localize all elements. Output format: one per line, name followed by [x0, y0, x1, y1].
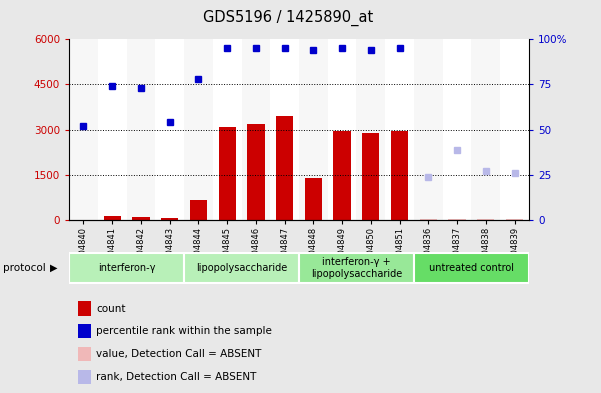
Bar: [103, 217, 121, 220]
Bar: [414, 253, 529, 283]
Bar: [362, 133, 379, 220]
Bar: [471, 39, 500, 220]
Bar: [190, 200, 207, 220]
Bar: [299, 253, 414, 283]
Bar: [305, 178, 322, 220]
Text: rank, Detection Call = ABSENT: rank, Detection Call = ABSENT: [96, 372, 257, 382]
Text: GDS5196 / 1425890_at: GDS5196 / 1425890_at: [203, 10, 374, 26]
Bar: [356, 39, 385, 220]
Text: ▶: ▶: [50, 263, 57, 273]
Text: interferon-γ +
lipopolysaccharide: interferon-γ + lipopolysaccharide: [311, 257, 402, 279]
Bar: [506, 219, 523, 220]
Bar: [391, 131, 408, 220]
Bar: [219, 127, 236, 220]
Text: protocol: protocol: [3, 263, 46, 273]
Text: untreated control: untreated control: [429, 263, 514, 273]
Bar: [132, 217, 150, 220]
Bar: [69, 39, 98, 220]
Bar: [334, 131, 351, 220]
Bar: [419, 219, 437, 220]
Bar: [127, 39, 155, 220]
Bar: [184, 39, 213, 220]
Bar: [247, 124, 264, 220]
Text: count: count: [96, 303, 126, 314]
Bar: [448, 219, 466, 220]
Bar: [414, 39, 443, 220]
Text: interferon-γ: interferon-γ: [98, 263, 155, 273]
Bar: [299, 39, 328, 220]
Bar: [161, 219, 178, 220]
Bar: [69, 253, 184, 283]
Bar: [184, 253, 299, 283]
Text: value, Detection Call = ABSENT: value, Detection Call = ABSENT: [96, 349, 261, 359]
Bar: [242, 39, 270, 220]
Text: lipopolysaccharide: lipopolysaccharide: [196, 263, 287, 273]
Text: percentile rank within the sample: percentile rank within the sample: [96, 326, 272, 336]
Bar: [276, 116, 293, 220]
Bar: [477, 219, 495, 220]
